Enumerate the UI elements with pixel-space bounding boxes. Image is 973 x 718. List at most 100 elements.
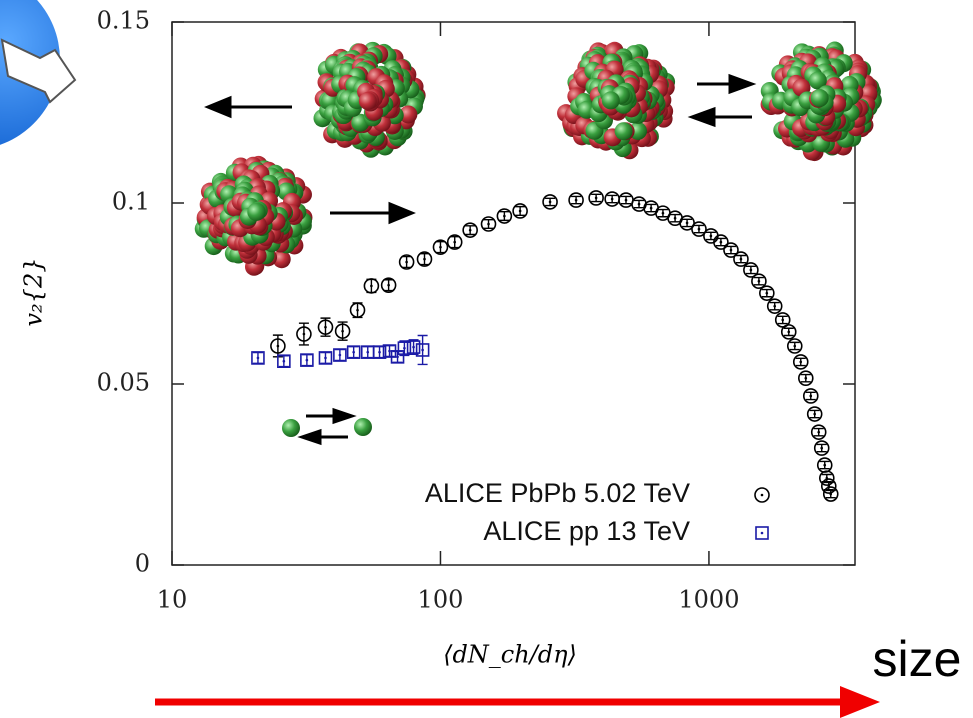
marker	[755, 526, 769, 540]
marker-dot	[387, 283, 390, 287]
marker-dot	[637, 202, 641, 206]
marker	[723, 242, 739, 258]
y-axis-label: v₂{2}	[20, 258, 48, 327]
marker-dot	[305, 358, 309, 362]
marker	[806, 406, 823, 422]
marker-dot	[276, 344, 280, 348]
marker	[446, 234, 463, 250]
marker	[406, 340, 421, 354]
marker-dot	[624, 198, 628, 202]
marker-dot	[685, 221, 689, 225]
marker-dot	[324, 325, 327, 329]
marker-dot	[739, 257, 743, 261]
nucleon	[282, 419, 300, 437]
marker-dot	[804, 376, 808, 380]
marker-dot	[697, 227, 701, 231]
marker	[766, 298, 783, 314]
marker-dot	[439, 245, 442, 249]
marker	[346, 345, 361, 359]
nucleon	[358, 91, 377, 110]
marker	[810, 424, 827, 440]
marker	[462, 222, 478, 238]
marker	[349, 302, 366, 318]
marker-dot	[370, 284, 373, 288]
marker-dot	[518, 209, 522, 213]
marker-dot	[817, 430, 821, 434]
marker	[333, 348, 347, 362]
marker-dot	[378, 350, 381, 354]
y-tick-label: 0.15	[97, 7, 150, 35]
marker	[251, 351, 265, 365]
marker	[759, 285, 775, 301]
marker-dot	[396, 355, 399, 359]
marker-dot	[799, 360, 803, 364]
marker-dot	[820, 446, 824, 450]
marker	[416, 251, 433, 267]
marker	[691, 221, 707, 237]
annotation: size	[873, 631, 962, 687]
marker	[780, 324, 797, 340]
marker	[363, 278, 380, 294]
marker	[568, 192, 584, 208]
legend-label: ALICE pp 13 TeV	[483, 516, 690, 546]
marker-dot	[793, 344, 797, 348]
legend-label: ALICE PbPb 5.02 TeV	[425, 478, 690, 508]
marker-dot	[765, 291, 769, 295]
marker	[820, 478, 837, 494]
marker-dot	[813, 412, 816, 416]
nucleon	[601, 91, 620, 110]
marker	[679, 215, 695, 231]
marker	[743, 262, 759, 278]
marker-dot	[282, 359, 286, 363]
x-tick-label: 10	[157, 586, 188, 614]
marker	[822, 486, 839, 502]
nucleon	[247, 202, 266, 221]
nucleon	[808, 71, 827, 90]
marker-dot	[661, 211, 665, 215]
x-tick-label: 1000	[678, 586, 739, 614]
marker	[786, 338, 803, 354]
marker	[733, 251, 749, 267]
marker-dot	[673, 216, 677, 220]
marker-dot	[757, 279, 761, 283]
marker-dot	[809, 394, 813, 398]
marker	[797, 370, 814, 387]
marker	[277, 354, 291, 368]
marker-dot	[388, 349, 391, 353]
marker	[390, 350, 405, 364]
nucleon	[614, 122, 633, 141]
marker-dot	[338, 353, 342, 357]
marker-dot	[823, 463, 827, 467]
marker-dot	[760, 531, 764, 535]
marker	[480, 216, 497, 232]
marker	[397, 341, 412, 355]
marker-dot	[468, 228, 472, 232]
plot-frame	[171, 21, 856, 566]
marker-dot	[324, 356, 327, 360]
marker	[588, 190, 604, 206]
nucleon	[810, 89, 829, 108]
marker	[713, 234, 729, 250]
marker-dot	[366, 350, 370, 354]
marker-dot	[749, 268, 753, 272]
marker	[334, 323, 351, 339]
marker-dot	[594, 196, 598, 200]
marker-dot	[787, 330, 791, 334]
marker	[792, 354, 809, 370]
marker	[818, 470, 835, 486]
decor	[0, 0, 77, 145]
x-axis-label: ⟨dN_ch/dη⟩	[443, 641, 577, 669]
illustrations	[194, 41, 882, 437]
marker	[415, 343, 430, 357]
marker	[300, 353, 314, 367]
x-tick-label: 100	[418, 586, 464, 614]
arrows	[204, 73, 757, 446]
marker-dot	[256, 356, 260, 360]
marker	[398, 254, 415, 270]
marker-dot	[341, 329, 344, 333]
marker	[542, 194, 558, 210]
marker-dot	[649, 206, 653, 210]
marker-dot	[423, 257, 426, 261]
marker-dot	[610, 197, 614, 201]
